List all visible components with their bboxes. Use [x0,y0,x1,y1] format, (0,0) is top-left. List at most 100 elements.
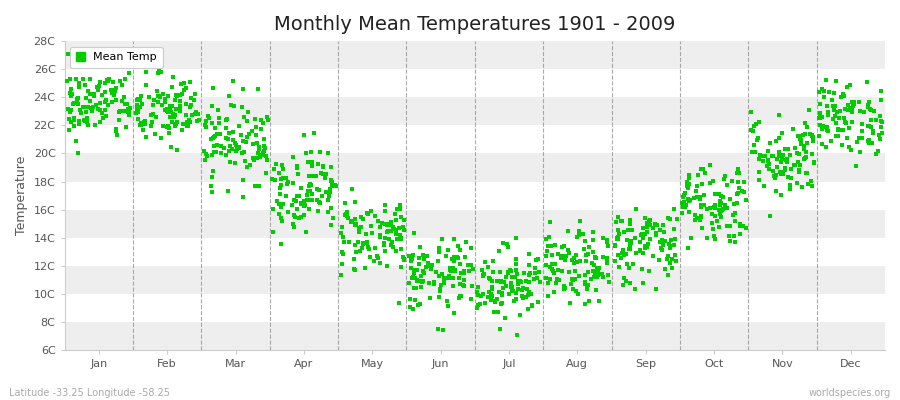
Point [816,88,831,94]
Bar [65,41,885,69]
Point [364,230,379,236]
Point [369,252,383,259]
Point [688,188,703,194]
Point [874,123,888,130]
Point [805,133,819,140]
Point [864,107,878,114]
Point [855,121,869,127]
Point [798,154,813,160]
Point [122,70,136,76]
Point [436,277,451,284]
Point [530,275,544,282]
Point [587,274,601,280]
Point [616,281,631,288]
Point [164,108,178,115]
Point [599,258,614,264]
Point [327,182,341,188]
Point [347,199,362,206]
Point [750,137,764,144]
Point [405,275,419,281]
Point [792,167,806,174]
Point [684,235,698,241]
Point [588,270,602,276]
Point [639,228,653,235]
Point [67,123,81,130]
Point [715,206,729,213]
Point [207,143,221,149]
Point [787,161,801,168]
Point [457,270,472,276]
Point [338,212,353,219]
Point [134,122,148,129]
Point [373,234,387,240]
Point [820,127,834,133]
Point [302,181,317,188]
Point [667,206,681,212]
Point [861,123,876,129]
Point [815,122,830,129]
Point [378,248,392,254]
Point [779,156,794,163]
Point [866,130,880,136]
Point [716,206,730,212]
Point [325,179,339,185]
Point [509,332,524,338]
Point [416,278,430,284]
Point [266,229,280,236]
Point [845,109,859,115]
Point [120,101,134,107]
Point [301,187,315,194]
Point [642,267,656,274]
Point [756,158,770,164]
Point [756,152,770,159]
Point [495,292,509,298]
Point [541,243,555,250]
Point [160,124,175,130]
Point [323,186,338,192]
Point [752,135,766,142]
Point [812,89,826,96]
Point [595,270,609,277]
Point [827,107,842,113]
Bar [65,154,885,182]
Point [184,102,199,108]
Point [324,221,338,228]
Point [572,232,587,238]
Point [518,278,533,284]
Point [565,286,580,292]
Point [420,252,435,259]
Point [525,302,539,308]
Point [703,180,717,186]
Point [220,188,235,194]
Point [167,112,182,118]
Point [720,205,734,212]
Point [413,300,428,307]
Point [453,293,467,299]
Point [191,111,205,117]
Point [397,256,411,262]
Point [752,152,767,158]
Point [219,134,233,141]
Point [827,90,842,96]
Point [163,114,177,120]
Point [433,282,447,288]
Point [681,245,696,251]
Point [80,104,94,110]
Point [161,123,176,130]
Point [679,202,693,208]
Point [819,77,833,83]
Point [653,226,668,233]
Point [286,221,301,228]
Point [94,92,109,98]
Point [418,264,433,270]
Point [633,239,647,246]
Point [557,243,572,250]
Point [199,118,213,125]
Point [857,109,871,115]
Point [322,192,337,199]
Point [274,215,289,221]
Point [77,82,92,88]
Point [792,133,806,139]
Point [374,260,388,266]
Point [319,189,333,196]
